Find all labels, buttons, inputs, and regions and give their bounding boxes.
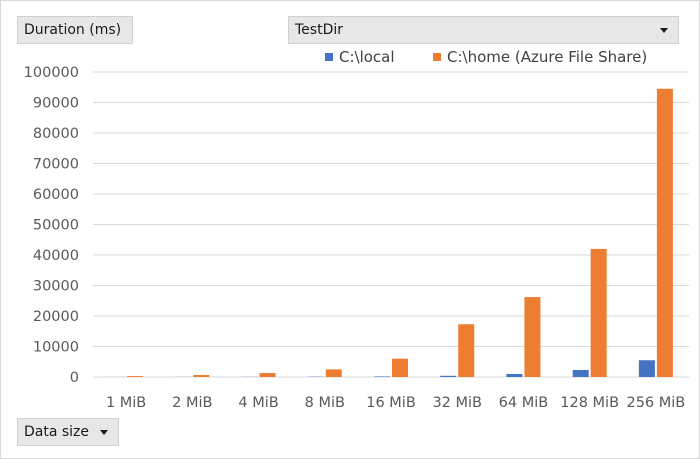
y-tick-label: 70000 xyxy=(33,157,79,173)
y-tick-label: 0 xyxy=(70,370,79,386)
filter-field-dropdown[interactable]: TestDir xyxy=(288,16,679,44)
bar-home-256-mib[interactable] xyxy=(656,88,673,377)
axis-field-label: Data size xyxy=(24,424,90,440)
bar-home-1-mib[interactable] xyxy=(127,376,144,377)
bars xyxy=(109,88,673,378)
y-tick-label: 90000 xyxy=(33,96,79,112)
legend-swatch-home xyxy=(433,53,441,61)
chevron-down-icon[interactable] xyxy=(100,430,108,435)
y-tick-label: 20000 xyxy=(33,309,79,325)
y-tick-label: 30000 xyxy=(33,279,79,295)
x-tick-label: 4 MiB xyxy=(238,395,278,411)
bar-home-8-mib[interactable] xyxy=(325,369,342,378)
legend-label-local: C:\local xyxy=(339,48,395,66)
x-tick-label: 64 MiB xyxy=(499,395,549,411)
x-tick-label: 1 MiB xyxy=(106,395,146,411)
chevron-down-icon[interactable] xyxy=(660,28,668,33)
bar-local-256-mib[interactable] xyxy=(638,360,655,377)
x-tick-label: 2 MiB xyxy=(172,395,212,411)
y-tick-label: 10000 xyxy=(33,340,79,356)
y-tick-label: 80000 xyxy=(33,126,79,142)
bar-local-32-mib[interactable] xyxy=(440,375,457,377)
x-axis-ticks: 1 MiB 2 MiB 4 MiB 8 MiB 16 MiB 32 MiB 64 MiB 12… xyxy=(106,395,685,411)
x-tick-label: 256 MiB xyxy=(626,395,685,411)
bar-local-64-mib[interactable] xyxy=(506,373,523,377)
x-tick-label: 32 MiB xyxy=(432,395,482,411)
value-field-button[interactable]: Duration (ms) xyxy=(17,16,133,44)
axis-field-dropdown[interactable]: Data size xyxy=(17,418,119,446)
bar-home-2-mib[interactable] xyxy=(193,375,210,377)
gridlines xyxy=(93,71,689,378)
y-tick-label: 40000 xyxy=(33,248,79,264)
bar-home-128-mib[interactable] xyxy=(590,248,607,377)
bar-local-16-mib[interactable] xyxy=(374,376,390,377)
bar-home-16-mib[interactable] xyxy=(392,358,408,377)
bar-local-128-mib[interactable] xyxy=(572,369,589,377)
legend-swatch-local xyxy=(325,53,333,61)
x-tick-label: 8 MiB xyxy=(305,395,345,411)
filter-field-label: TestDir xyxy=(295,22,343,38)
bar-home-4-mib[interactable] xyxy=(259,373,276,377)
y-tick-label: 50000 xyxy=(33,218,79,234)
y-tick-label: 100000 xyxy=(24,65,79,81)
bar-home-64-mib[interactable] xyxy=(524,297,541,377)
y-axis-ticks: 0 10000 20000 30000 40000 50000 60000 70000 8000… xyxy=(24,65,79,386)
y-tick-label: 60000 xyxy=(33,187,79,203)
value-field-label: Duration (ms) xyxy=(24,22,122,38)
legend-label-home: C:\home (Azure File Share) xyxy=(447,48,648,66)
x-tick-label: 128 MiB xyxy=(560,395,619,411)
x-tick-label: 16 MiB xyxy=(366,395,416,411)
bar-home-32-mib[interactable] xyxy=(458,324,475,377)
